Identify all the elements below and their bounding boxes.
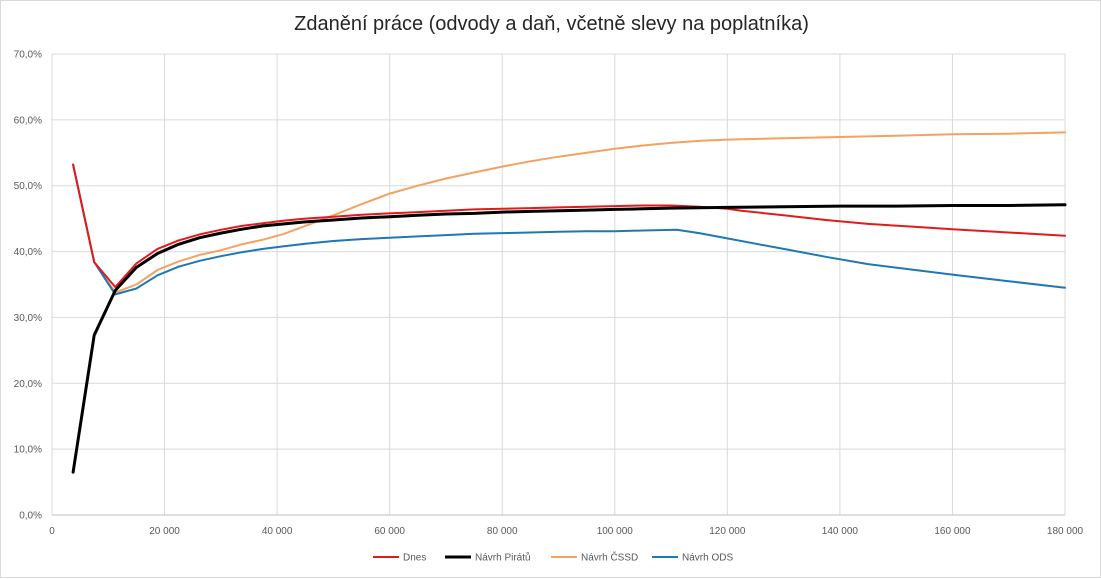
x-tick-label: 120 000 [709, 526, 746, 537]
series-line-3 [72, 131, 1066, 294]
legend-label: Návrh ČSSD [581, 551, 638, 564]
series-lines [71, 131, 1067, 474]
x-tick-label: 0 [49, 526, 55, 537]
legend-label: Dnes [403, 553, 426, 564]
series-line-1 [72, 163, 1066, 289]
legend: Dnes Návrh Pirátů Návrh ČSSD Návrh ODS [373, 551, 733, 564]
y-tick-label: 40,0% [14, 247, 42, 258]
x-tick-label: 80 000 [487, 526, 518, 537]
y-tick-label: 70,0% [14, 50, 42, 61]
x-tick-label: 60 000 [374, 526, 405, 537]
series-line-4 [72, 163, 1066, 296]
y-tick-label: 60,0% [14, 115, 42, 126]
y-tick-label: 0,0% [19, 511, 42, 522]
series-line-2 [71, 203, 1067, 474]
x-tick-label: 100 000 [597, 526, 634, 537]
legend-label: Návrh ODS [682, 553, 733, 564]
y-tick-label: 20,0% [14, 379, 42, 390]
y-tick-label: 30,0% [14, 313, 42, 324]
x-tick-label: 140 000 [822, 526, 859, 537]
x-tick-label: 40 000 [262, 526, 293, 537]
x-tick-label: 180 000 [1047, 526, 1084, 537]
x-tick-label: 160 000 [934, 526, 971, 537]
grid-lines [51, 53, 1066, 516]
legend-label: Návrh Pirátů [475, 552, 531, 564]
y-tick-label: 50,0% [14, 181, 42, 192]
y-tick-label: 10,0% [14, 445, 42, 456]
axes: 0,0% 10,0% 20,0% 30,0% 40,0% 50,0% 60,0% 70,0% 0… [14, 50, 1084, 538]
chart-title: Zdanění práce (odvody a daň, včetně slev… [294, 13, 809, 35]
x-tick-label: 20 000 [149, 526, 180, 537]
